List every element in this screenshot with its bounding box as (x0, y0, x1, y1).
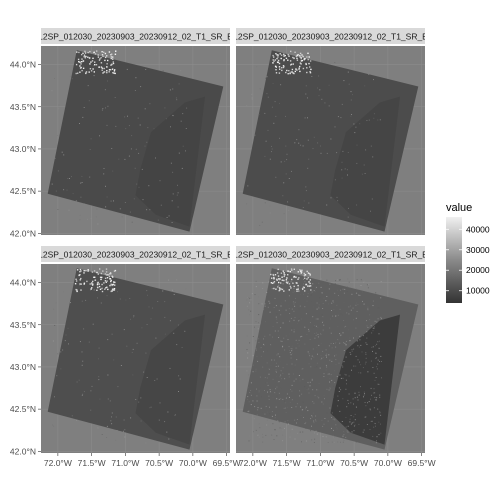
legend-tick-label: 20000 (466, 265, 490, 275)
facet-strip-label: _L2SP_012030_20230903_20230912_02_T1_SR_… (32, 32, 237, 42)
axes: 44.0°N 43.5°N 43.0°N 42.5°N 42.0°N 44.0°N 43.5… (10, 60, 436, 468)
x-tick-label: 69.5°W (213, 458, 241, 468)
facet-panel: _L2SP_012030_20230903_20230912_02_T1_SR_… (227, 246, 432, 453)
y-tick-label: 43.5°N (10, 320, 36, 330)
x-tick-label: 71.0°W (306, 458, 334, 468)
legend-tick-label: 40000 (466, 224, 490, 234)
y-tick-label: 42.5°N (10, 186, 36, 196)
raster-speckles (51, 50, 188, 225)
x-tick-label: 69.5°W (408, 458, 436, 468)
y-tick-label: 43.0°N (10, 144, 36, 154)
raster-speckles (246, 268, 382, 444)
facet-panels: _L2SP_012030_20230903_20230912_02_T1_SR_… (32, 28, 432, 453)
y-tick-label: 42.0°N (10, 228, 36, 238)
x-tick-label: 70.0°W (374, 458, 402, 468)
raster-water (135, 314, 205, 445)
x-tick-label: 70.5°W (145, 458, 173, 468)
legend-title: value (446, 202, 472, 214)
y-tick-label: 42.0°N (10, 446, 36, 456)
facet-strip-label: _L2SP_012030_20230903_20230912_02_T1_SR_… (32, 250, 237, 260)
x-tick-label: 71.0°W (111, 458, 139, 468)
facet-strip (41, 246, 230, 262)
x-tick-label: 72.0°W (239, 458, 267, 468)
facet-panel: _L2SP_012030_20230903_20230912_02_T1_SR_… (32, 246, 237, 453)
facet-strip-label: _L2SP_012030_20230903_20230912_02_T1_SR_… (227, 250, 432, 260)
x-tick-label: 71.5°W (78, 458, 106, 468)
legend: value 40000 30000 20000 10000 (446, 202, 490, 303)
facet-strip (41, 28, 230, 44)
facet-strip-label: _L2SP_012030_20230903_20230912_02_T1_SR_… (227, 32, 432, 42)
legend-tick-label: 10000 (466, 286, 490, 296)
legend-tick-label: 30000 (466, 245, 490, 255)
raster-water (330, 96, 400, 227)
y-tick-label: 44.0°N (10, 60, 36, 70)
x-tick-label: 70.5°W (340, 458, 368, 468)
facet-panel: _L2SP_012030_20230903_20230912_02_T1_SR_… (32, 28, 237, 235)
y-tick-label: 44.0°N (10, 278, 36, 288)
raster-water (330, 314, 400, 445)
facet-strip (236, 246, 425, 262)
legend-colorbar (446, 217, 462, 303)
raster-speckles (52, 268, 187, 444)
raster-speckles (246, 50, 381, 226)
raster-water (135, 96, 205, 227)
x-tick-label: 71.5°W (273, 458, 301, 468)
facet-panel: _L2SP_012030_20230903_20230912_02_T1_SR_… (227, 28, 432, 235)
facet-strip (236, 28, 425, 44)
x-tick-label: 72.0°W (44, 458, 72, 468)
y-tick-label: 43.5°N (10, 102, 36, 112)
y-tick-label: 42.5°N (10, 404, 36, 414)
x-tick-label: 70.0°W (179, 458, 207, 468)
y-tick-label: 43.0°N (10, 362, 36, 372)
